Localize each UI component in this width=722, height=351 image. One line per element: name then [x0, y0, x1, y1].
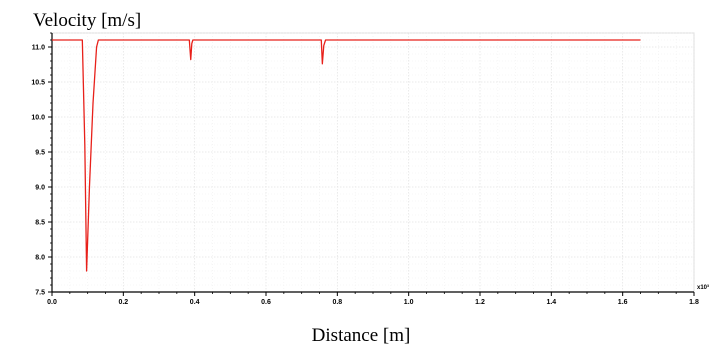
x-axis-label: Distance [m]: [311, 325, 411, 346]
x-tick-label: 0.8: [332, 299, 342, 306]
x-axis-multiplier: x10³: [697, 284, 709, 291]
series: [52, 39, 641, 272]
x-ticks: 0.0 0.2 0.4 0.6 0.8 1.0 1.2 1.4 1.6 1.8: [47, 292, 699, 306]
y-tick-label: 8.5: [35, 220, 45, 227]
y-tick-label: 10.5: [31, 80, 45, 87]
y-tick-label: 7.5: [35, 290, 45, 297]
x-tick-label: 0.0: [47, 299, 57, 306]
y-axis-label: Velocity [m/s]: [33, 10, 142, 31]
x-tick-label: 0.4: [190, 299, 200, 306]
y-tick-label: 10.0: [31, 115, 45, 122]
y-tick-label: 9.5: [35, 150, 45, 157]
x-tick-label: 1.2: [475, 299, 485, 306]
velocity-series-line: [52, 39, 641, 272]
y-tick-label: 8.0: [35, 255, 45, 262]
y-ticks: 7.5 8.0 8.5 9.0 9.5 10.0 10.5 11.0: [31, 32, 52, 297]
y-tick-label: 11.0: [32, 45, 45, 52]
x-tick-label: 1.6: [618, 299, 628, 306]
grid: [51, 32, 695, 293]
x-tick-label: 0.6: [261, 299, 271, 306]
x-tick-label: 1.8: [689, 299, 699, 306]
y-tick-label: 9.0: [35, 185, 45, 192]
x-tick-label: 1.4: [546, 299, 556, 306]
x-tick-label: 0.2: [118, 299, 128, 306]
x-tick-label: 1.0: [404, 299, 414, 306]
